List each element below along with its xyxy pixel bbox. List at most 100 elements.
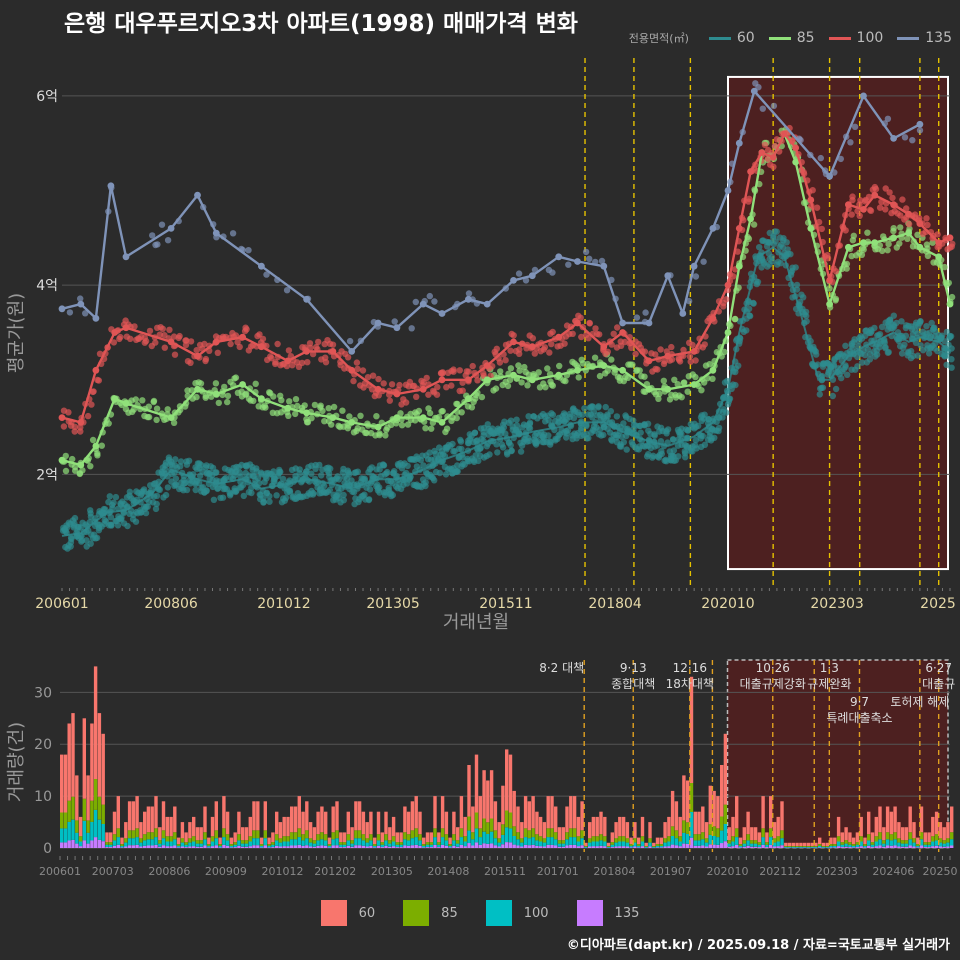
- legend-bottom-item-60[interactable]: 60: [320, 900, 375, 926]
- data-point: [62, 452, 69, 460]
- bar-segment-135: [659, 847, 663, 848]
- series-85-point: [807, 225, 815, 232]
- data-point: [692, 273, 700, 280]
- bar-segment-135: [373, 847, 377, 848]
- x-tick-label: 202303: [810, 596, 863, 612]
- data-point: [213, 469, 220, 476]
- bar-segment-85: [704, 838, 709, 843]
- bar-segment-60: [75, 775, 79, 821]
- data-point: [578, 432, 585, 439]
- bar-segment-100: [787, 846, 792, 848]
- series-85-point: [122, 400, 130, 407]
- data-point: [687, 448, 694, 455]
- bar-segment-60: [780, 801, 784, 831]
- bar-segment-100: [704, 842, 709, 847]
- data-point: [82, 310, 89, 317]
- bar-segment-100: [380, 844, 384, 847]
- data-point: [344, 354, 352, 361]
- bar-segment-60: [704, 822, 709, 839]
- bar-segment-60: [659, 837, 663, 844]
- data-point: [656, 390, 663, 398]
- data-point: [177, 463, 184, 470]
- bar-segment-135: [693, 845, 697, 848]
- bar-segment-100: [836, 841, 841, 847]
- series-85-point: [374, 423, 382, 431]
- event-annotation: 10·26: [756, 661, 790, 675]
- data-point: [187, 359, 194, 366]
- legend-bottom-item-135[interactable]: 135: [576, 900, 639, 926]
- bar-segment-100: [339, 844, 343, 847]
- legend-top-item-135[interactable]: 135: [897, 30, 952, 46]
- data-point: [699, 432, 706, 440]
- data-point: [613, 413, 621, 420]
- bar-segment-60: [531, 796, 535, 829]
- data-point: [316, 461, 323, 469]
- bar-segment-135: [474, 842, 479, 848]
- bar-segment-85: [950, 832, 954, 840]
- bar-segment-85: [440, 828, 445, 838]
- bar-segment-60: [116, 796, 120, 829]
- bar-segment-60: [538, 816, 543, 837]
- bar-segment-100: [418, 840, 422, 846]
- data-point: [494, 449, 501, 456]
- data-point: [458, 409, 465, 416]
- legend-top-item-60[interactable]: 60: [708, 30, 755, 46]
- bar-segment-85: [497, 838, 501, 843]
- bar-segment-85: [806, 846, 811, 847]
- series-85-point: [826, 300, 833, 308]
- data-point: [629, 361, 636, 368]
- bar-segment-60: [787, 842, 792, 846]
- bar-segment-135: [214, 845, 218, 848]
- data-point: [175, 334, 182, 342]
- data-point: [674, 381, 681, 388]
- bar-segment-135: [523, 844, 528, 848]
- bar-segment-85: [863, 844, 867, 846]
- x-tick-label: 200601: [39, 865, 81, 878]
- bar-segment-60: [467, 765, 471, 817]
- data-point: [837, 155, 844, 163]
- data-point: [484, 421, 491, 428]
- legend-top-item-85[interactable]: 85: [768, 30, 815, 46]
- data-point: [657, 346, 664, 353]
- bar-segment-100: [233, 844, 237, 847]
- legend-top-item-100[interactable]: 100: [828, 30, 883, 46]
- bar-segment-135: [225, 845, 230, 848]
- bar-segment-60: [406, 811, 411, 835]
- bar-segment-60: [290, 806, 294, 833]
- data-point: [385, 484, 392, 492]
- bar-segment-85: [384, 834, 388, 841]
- bar-segment-135: [399, 847, 403, 848]
- bar-segment-85: [934, 834, 939, 841]
- data-point: [676, 431, 684, 438]
- bar-segment-60: [855, 832, 860, 843]
- series-100-point: [946, 234, 954, 242]
- bar-segment-135: [531, 844, 535, 848]
- data-point: [236, 343, 243, 351]
- series-85-point: [348, 419, 356, 426]
- series-100-point: [758, 149, 766, 157]
- bar-segment-60: [810, 842, 814, 846]
- bar-segment-100: [938, 842, 943, 847]
- data-point: [826, 285, 833, 292]
- bar-segment-135: [365, 846, 369, 848]
- data-point: [507, 442, 514, 449]
- bar-segment-85: [173, 832, 177, 840]
- data-point: [145, 413, 153, 421]
- legend-bottom-item-85[interactable]: 85: [403, 900, 458, 926]
- bar-segment-135: [63, 842, 68, 848]
- series-100-point: [528, 343, 536, 351]
- bar-segment-85: [757, 842, 762, 845]
- bar-segment-100: [772, 842, 777, 847]
- bar-segment-60: [459, 796, 464, 829]
- bar-segment-100: [463, 841, 467, 847]
- legend-bottom-item-100[interactable]: 100: [485, 900, 549, 926]
- series-100-point: [747, 168, 754, 176]
- data-point: [283, 287, 291, 294]
- bar-segment-100: [252, 838, 256, 846]
- bar-segment-135: [192, 846, 196, 848]
- bar-segment-60: [233, 832, 237, 843]
- data-point: [914, 352, 921, 359]
- data-point: [162, 462, 169, 469]
- bar-segment-60: [267, 837, 271, 844]
- data-point: [545, 432, 552, 439]
